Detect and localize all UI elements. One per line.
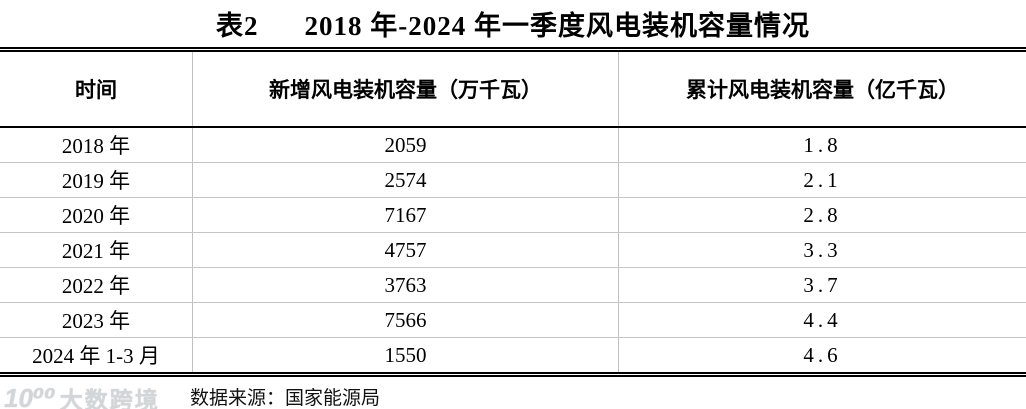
cell-cumulative: 4.6	[618, 338, 1026, 372]
cell-time: 2018 年	[61, 134, 131, 158]
cell-time: 2019 年	[61, 169, 131, 193]
watermark-logo: 10⁰⁰ 大数跨境	[4, 381, 160, 409]
cell-cumulative: 1.8	[618, 128, 1026, 162]
cell-new-capacity: 3763	[192, 268, 618, 302]
table-row: 2020 年 7167 2.8	[0, 197, 1026, 232]
page-title: 表2 2018 年-2024 年一季度风电装机容量情况	[0, 0, 1026, 47]
table-number-label: 表2	[216, 11, 259, 41]
table-row: 2024 年 1-3 月 1550 4.6	[0, 337, 1026, 372]
cell-time: 2024 年 1-3 月	[32, 344, 160, 368]
cell-cumulative: 2.1	[618, 163, 1026, 197]
table-title-text: 2018 年-2024 年一季度风电装机容量情况	[304, 11, 810, 41]
column-header-time: 时间	[75, 78, 117, 102]
cell-time: 2020 年	[61, 204, 131, 228]
cell-new-capacity: 4757	[192, 233, 618, 267]
table-row: 2019 年 2574 2.1	[0, 162, 1026, 197]
table-header-row: 时间 新增风电装机容量（万千瓦） 累计风电装机容量（亿千瓦）	[0, 52, 1026, 128]
column-header-new-capacity: 新增风电装机容量（万千瓦）	[192, 52, 618, 126]
capacity-table: 时间 新增风电装机容量（万千瓦） 累计风电装机容量（亿千瓦） 2018 年 20…	[0, 47, 1026, 377]
cell-time: 2021 年	[61, 239, 131, 263]
cell-time: 2022 年	[61, 274, 131, 298]
table-row: 2021 年 4757 3.3	[0, 232, 1026, 267]
cell-cumulative: 4.4	[618, 303, 1026, 337]
table-row: 2022 年 3763 3.7	[0, 267, 1026, 302]
cell-new-capacity: 7566	[192, 303, 618, 337]
table-row: 2023 年 7566 4.4	[0, 302, 1026, 337]
cell-cumulative: 2.8	[618, 198, 1026, 232]
cell-new-capacity: 7167	[192, 198, 618, 232]
cell-cumulative: 3.3	[618, 233, 1026, 267]
cell-cumulative: 3.7	[618, 268, 1026, 302]
data-source-note: 数据来源：国家能源局	[190, 388, 381, 409]
cell-time: 2023 年	[61, 309, 131, 333]
cell-new-capacity: 1550	[192, 338, 618, 372]
column-header-cumulative-capacity: 累计风电装机容量（亿千瓦）	[618, 52, 1026, 126]
cell-new-capacity: 2574	[192, 163, 618, 197]
watermark-brand-text: 大数跨境	[59, 387, 160, 409]
table-row: 2018 年 2059 1.8	[0, 128, 1026, 162]
cell-new-capacity: 2059	[192, 128, 618, 162]
table-footer: 10⁰⁰ 大数跨境 数据来源：国家能源局	[0, 377, 1026, 409]
googol-logo-icon: 10⁰⁰	[4, 383, 56, 409]
